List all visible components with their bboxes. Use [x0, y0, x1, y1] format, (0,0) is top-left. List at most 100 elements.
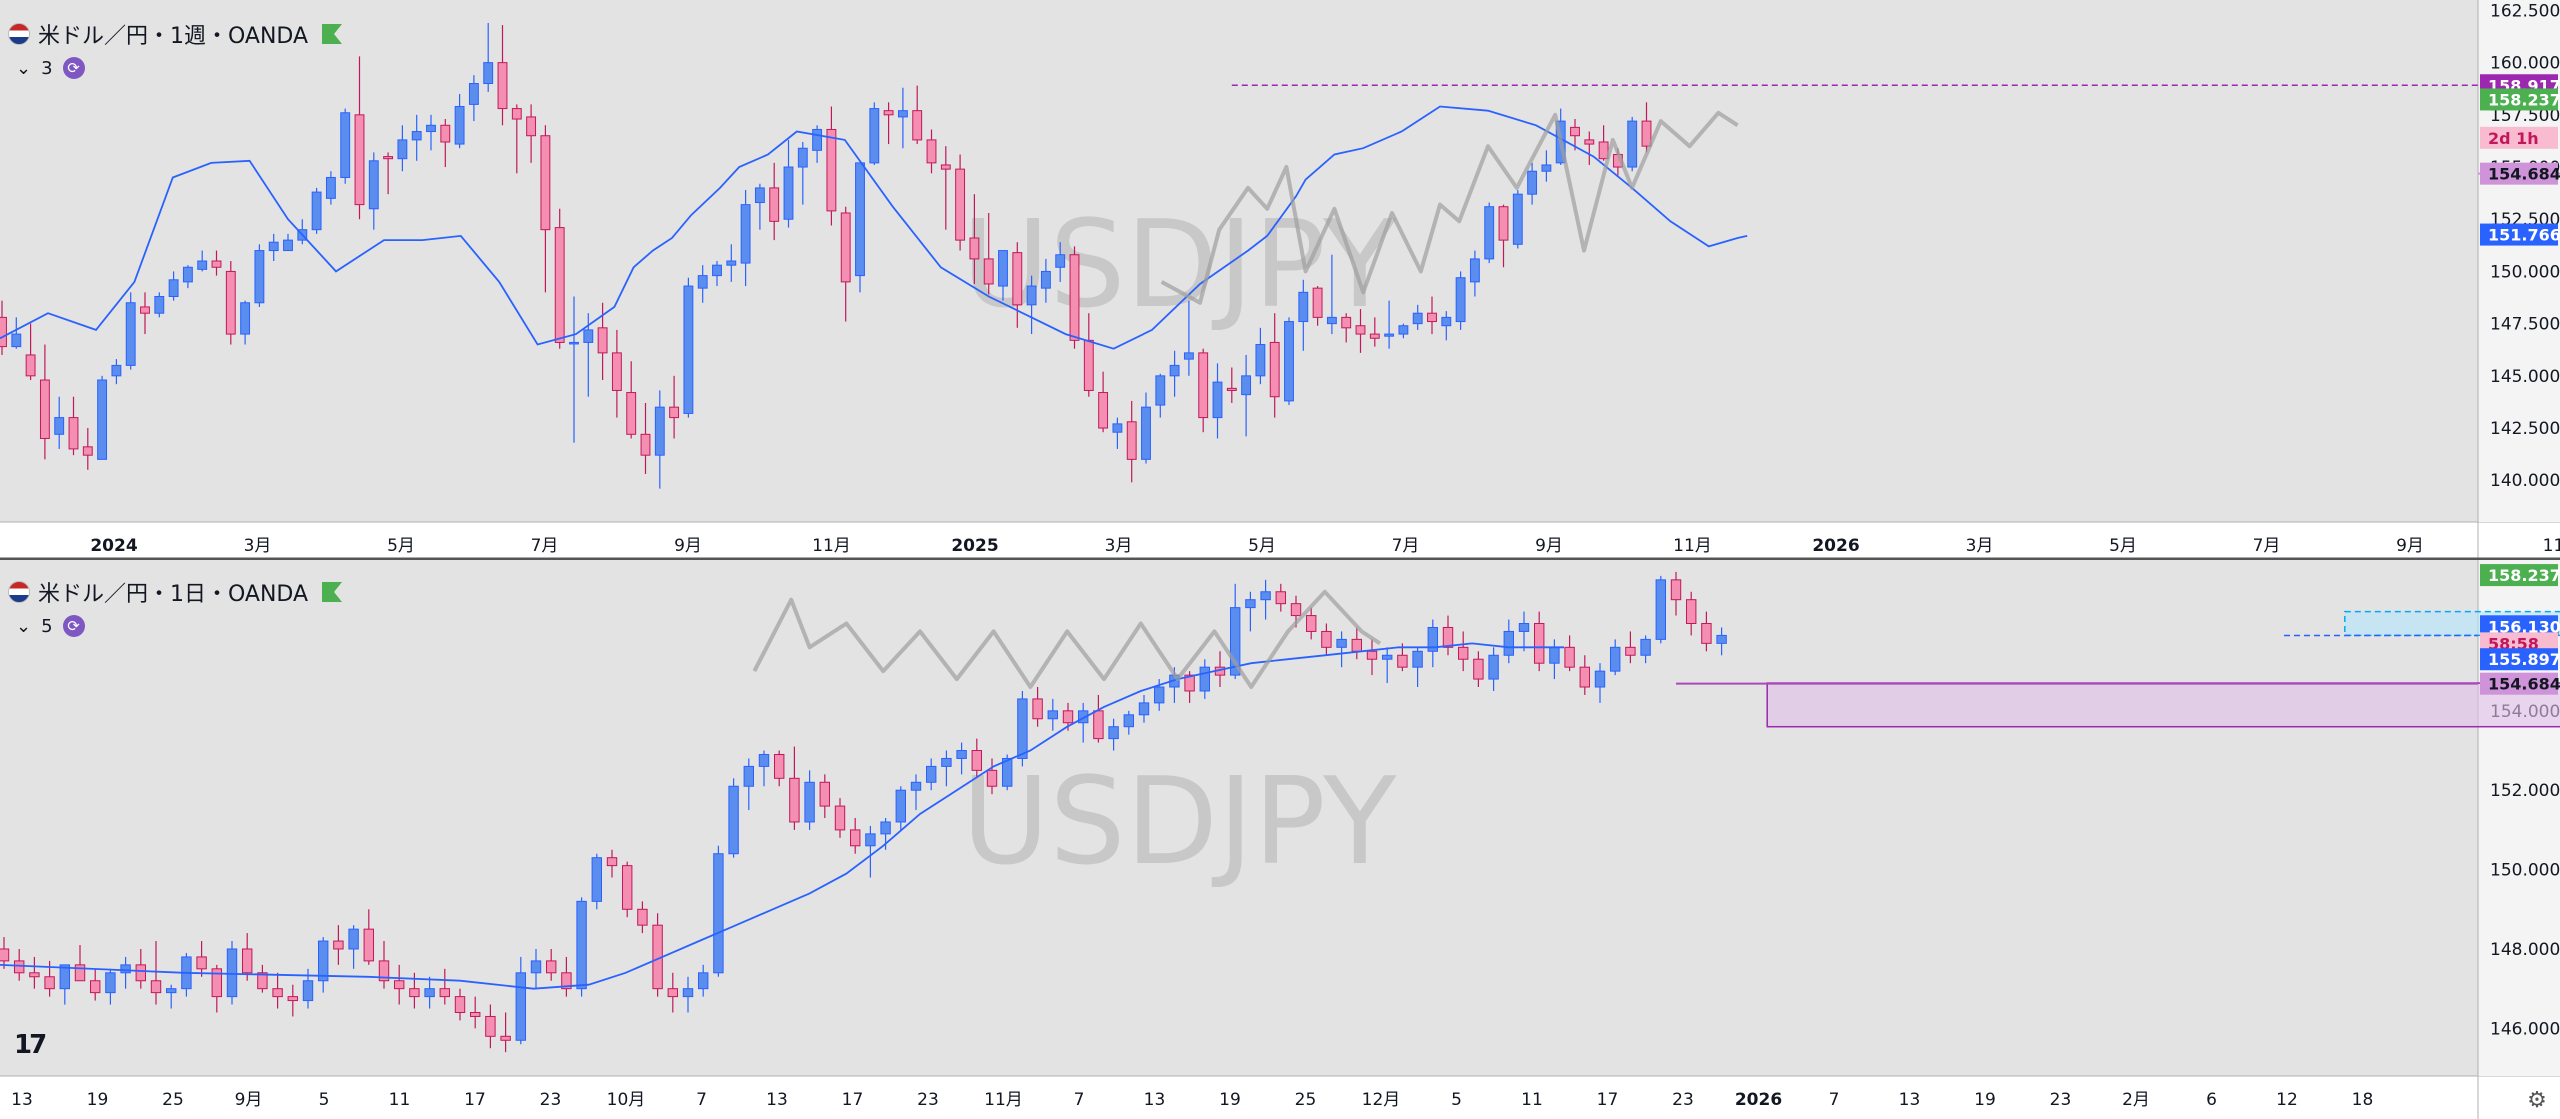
refresh-icon[interactable]: ⟳ [62, 615, 85, 637]
candle [789, 746, 800, 830]
candle [500, 1012, 511, 1053]
candle [1336, 631, 1347, 668]
y-tick-label: 146.000 [2490, 1019, 2560, 1039]
candle [1381, 647, 1393, 684]
x-tick-label: 19 [87, 1090, 109, 1110]
candle [926, 129, 937, 174]
candle [912, 85, 923, 145]
candle [120, 956, 131, 989]
candle [483, 22, 494, 92]
x-tick-label: 2026 [1735, 1090, 1782, 1110]
candle [11, 317, 22, 349]
candle [925, 758, 937, 791]
daily-indicator-legend[interactable]: ⌄ 5 ⟳ [16, 615, 85, 637]
price-badge[interactable]: 2d 1h [2480, 126, 2558, 149]
y-tick-label: 152.000 [2490, 781, 2560, 801]
x-tick-label: 2026 [1812, 536, 1859, 556]
candle [1627, 116, 1638, 172]
candle [1670, 571, 1682, 616]
weekly-indicator-legend[interactable]: ⌄ 3 ⟳ [16, 57, 85, 79]
candle [986, 758, 998, 795]
tradingview-logo[interactable]: 17 [14, 1030, 47, 1060]
candle [826, 106, 837, 226]
candle [1518, 611, 1530, 652]
candle [713, 845, 724, 977]
candle [1198, 348, 1209, 433]
candle [268, 233, 279, 261]
candle [1255, 327, 1266, 385]
price-badge[interactable]: 156.130 [2480, 615, 2560, 638]
candle [89, 968, 101, 1001]
candle [68, 396, 79, 456]
candle [1369, 317, 1380, 347]
refresh-icon[interactable]: ⟳ [62, 57, 85, 79]
y-tick-label: 140.000 [2490, 471, 2560, 491]
candle [697, 265, 708, 303]
candle [1384, 300, 1395, 349]
candle [561, 956, 572, 997]
x-tick-label: 5月 [1248, 536, 1276, 556]
candle [168, 271, 179, 301]
candle [287, 984, 299, 1017]
zigzag-line[interactable] [752, 589, 1382, 689]
candle [819, 774, 831, 818]
candle [611, 329, 622, 418]
weekly-legend[interactable]: 米ドル／円・1週・OANDA [8, 18, 343, 50]
candle [197, 250, 208, 272]
candle [393, 964, 405, 1005]
candle [272, 972, 283, 1009]
chevron-down-icon[interactable]: ⌄ [16, 615, 32, 637]
candle [726, 244, 737, 282]
price-badge[interactable]: 154.684 [2480, 162, 2560, 185]
x-tick-label: 2月 [2122, 1090, 2150, 1110]
candle [804, 770, 815, 830]
x-tick-label: 17 [842, 1090, 864, 1110]
price-zone[interactable] [1766, 682, 2560, 728]
candle [526, 104, 537, 163]
candle [956, 742, 967, 775]
y-tick-label: 145.000 [2490, 367, 2560, 387]
moving-average-line[interactable] [0, 642, 1564, 990]
candle [1245, 591, 1256, 632]
x-tick-label: 17 [464, 1090, 486, 1110]
price-badge[interactable]: 158.237 [2480, 564, 2560, 587]
candle [1442, 615, 1454, 656]
moving-average-line[interactable] [0, 105, 1748, 350]
daily-chart-pane[interactable]: USDJPY156.000154.000152.000150.000148.00… [0, 560, 2560, 1119]
price-badge[interactable]: 158.237 [2480, 88, 2560, 111]
price-badge[interactable]: 154.684 [2480, 672, 2560, 695]
candle [1716, 627, 1727, 656]
symbol-watermark: USDJPY [962, 196, 1398, 335]
green-flag-icon[interactable] [322, 582, 343, 602]
candle [1284, 317, 1294, 406]
x-tick-label: 19 [1974, 1090, 1996, 1110]
gear-icon[interactable]: ⚙ [2527, 1087, 2547, 1113]
candle [211, 250, 222, 276]
candle [1169, 350, 1180, 397]
candle [439, 968, 451, 1005]
candle [165, 984, 177, 1009]
candle [1047, 698, 1059, 731]
candle [683, 277, 694, 418]
candle [910, 774, 922, 811]
candle [1321, 623, 1332, 656]
candle [1305, 607, 1317, 640]
candle [583, 313, 594, 397]
zigzag-line[interactable] [1160, 110, 1739, 305]
daily-legend[interactable]: 米ドル／円・1日・OANDA [8, 576, 343, 608]
green-flag-icon[interactable] [322, 24, 343, 44]
candle [1503, 619, 1515, 664]
x-tick-label: 7 [1829, 1090, 1840, 1110]
price-badge[interactable]: 155.897 [2480, 648, 2560, 671]
chevron-down-icon[interactable]: ⌄ [16, 57, 32, 79]
candle [140, 292, 150, 335]
candle [849, 818, 861, 854]
candle [1212, 363, 1223, 439]
price-badge[interactable]: 151.766 [2480, 223, 2560, 246]
y-tick-label: 162.500 [2490, 1, 2560, 21]
weekly-chart-pane[interactable]: USDJPY162.500160.000157.500155.000152.50… [0, 0, 2560, 560]
pane-background [0, 0, 2560, 560]
candle [754, 183, 765, 230]
candle [25, 323, 36, 381]
candle [1625, 631, 1636, 664]
